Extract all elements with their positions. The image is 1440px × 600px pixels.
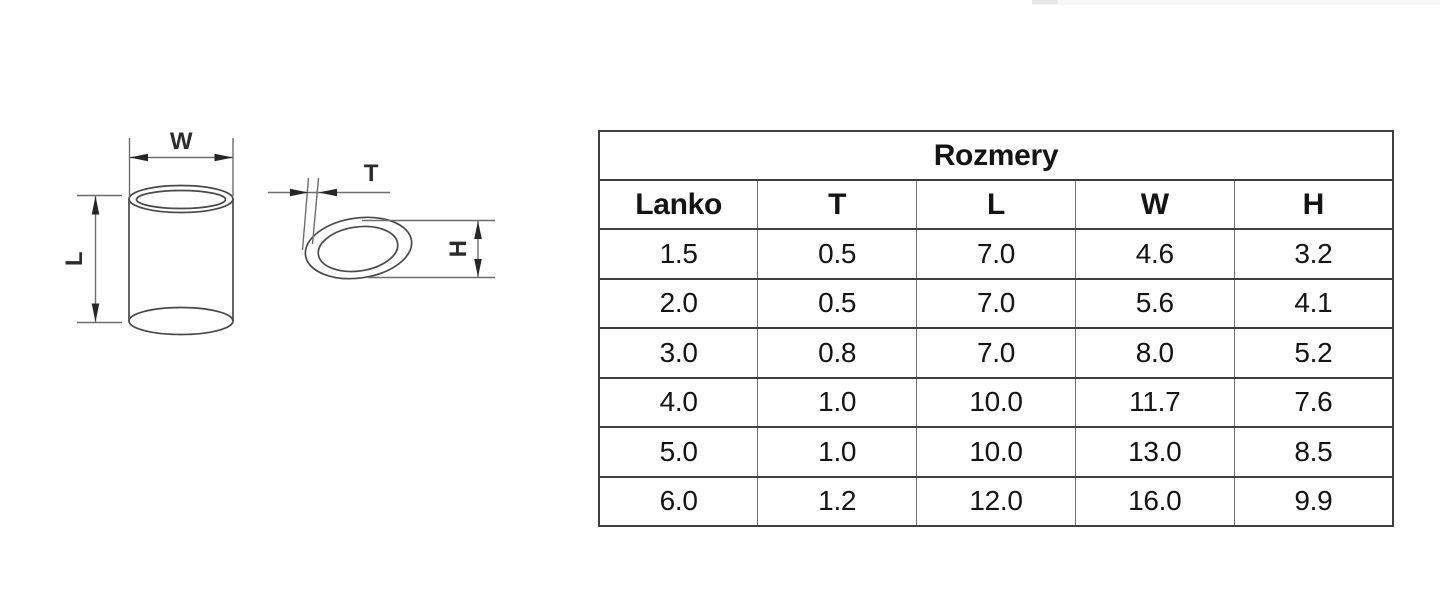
w-arrowhead-left — [129, 153, 148, 162]
l-arrowhead-bottom — [91, 303, 100, 322]
cell-w: 11.7 — [1074, 377, 1235, 428]
cell-h: 3.2 — [1233, 229, 1393, 280]
table-row: 6.0 1.2 12.0 16.0 9.9 — [599, 476, 1393, 527]
col-header-l: L — [916, 180, 1076, 230]
cell-w: 16.0 — [1074, 476, 1235, 527]
h-arrowhead-bottom — [474, 259, 482, 277]
cylinder-top-inner-ellipse — [135, 189, 227, 210]
cell-lanko: 4.0 — [599, 377, 758, 428]
cell-t: 0.5 — [757, 229, 917, 280]
table-row: 1.5 0.5 7.0 4.6 3.2 — [599, 229, 1393, 280]
dim-label-thickness: T — [364, 160, 379, 187]
dim-label-length: L — [61, 252, 88, 266]
top-right-strip — [1032, 0, 1440, 5]
cell-l: 10.0 — [916, 427, 1076, 478]
w-arrowhead-right — [214, 153, 233, 162]
cell-l: 7.0 — [916, 278, 1076, 329]
oval-outer-ellipse — [304, 216, 413, 280]
cell-lanko: 2.0 — [599, 278, 758, 329]
cell-t: 1.0 — [757, 377, 917, 428]
w-dimension — [128, 138, 234, 196]
col-header-t: T — [757, 180, 917, 230]
cell-l: 7.0 — [916, 229, 1076, 280]
t-dimension — [268, 177, 390, 251]
cell-l: 12.0 — [916, 476, 1076, 527]
cell-h: 5.2 — [1233, 328, 1393, 379]
table-row: 2.0 0.5 7.0 5.6 4.1 — [599, 278, 1393, 329]
cell-lanko: 5.0 — [599, 427, 758, 478]
t-arrowhead-right — [318, 188, 337, 197]
table-title-row: Rozmery — [599, 131, 1393, 181]
cell-t: 0.5 — [757, 278, 917, 329]
table-row: 3.0 0.8 7.0 8.0 5.2 — [599, 328, 1393, 379]
dim-label-height: H — [445, 241, 472, 258]
t-arrowhead-left — [290, 188, 309, 197]
col-header-w: W — [1074, 180, 1235, 230]
l-dimension — [77, 194, 122, 324]
cell-w: 4.6 — [1074, 229, 1235, 280]
cell-lanko: 6.0 — [599, 476, 758, 527]
cylinder-front-view — [128, 184, 234, 336]
oval-side-view — [304, 216, 413, 280]
l-arrowhead-top — [91, 196, 100, 215]
dim-label-width: W — [170, 128, 193, 155]
table-title: Rozmery — [599, 131, 1393, 181]
cell-h: 7.6 — [1233, 377, 1393, 428]
cell-w: 8.0 — [1074, 328, 1235, 379]
col-header-h: H — [1233, 180, 1393, 230]
h-arrowhead-top — [474, 221, 482, 239]
cell-lanko: 1.5 — [599, 229, 758, 280]
cell-lanko: 3.0 — [599, 328, 758, 379]
size-table: Rozmery Lanko T L W H 1.5 0.5 7.0 4.6 3.… — [598, 130, 1394, 527]
h-dimension — [362, 219, 495, 279]
ferrule-dimension-diagram: W L T — [61, 128, 495, 336]
cell-t: 1.2 — [757, 476, 917, 527]
col-header-lanko: Lanko — [599, 180, 758, 230]
t-extension-line-inner — [311, 177, 320, 245]
cell-t: 0.8 — [757, 328, 917, 379]
cell-t: 1.0 — [757, 427, 917, 478]
table-row: 5.0 1.0 10.0 13.0 8.5 — [599, 427, 1393, 478]
oval-inner-ellipse — [317, 225, 399, 273]
cell-h: 4.1 — [1233, 278, 1393, 329]
cell-h: 8.5 — [1233, 427, 1393, 478]
cell-l: 10.0 — [916, 377, 1076, 428]
table-header-row: Lanko T L W H — [599, 180, 1393, 230]
cell-h: 9.9 — [1233, 476, 1393, 527]
cell-w: 13.0 — [1074, 427, 1235, 478]
cell-w: 5.6 — [1074, 278, 1235, 329]
table-row: 4.0 1.0 10.0 11.7 7.6 — [599, 377, 1393, 428]
cylinder-top-outer-ellipse — [128, 184, 234, 214]
cell-l: 7.0 — [916, 328, 1076, 379]
t-extension-line-outer — [301, 177, 310, 251]
cylinder-bottom-ellipse — [128, 306, 234, 336]
top-strip-nub — [1032, 0, 1058, 4]
